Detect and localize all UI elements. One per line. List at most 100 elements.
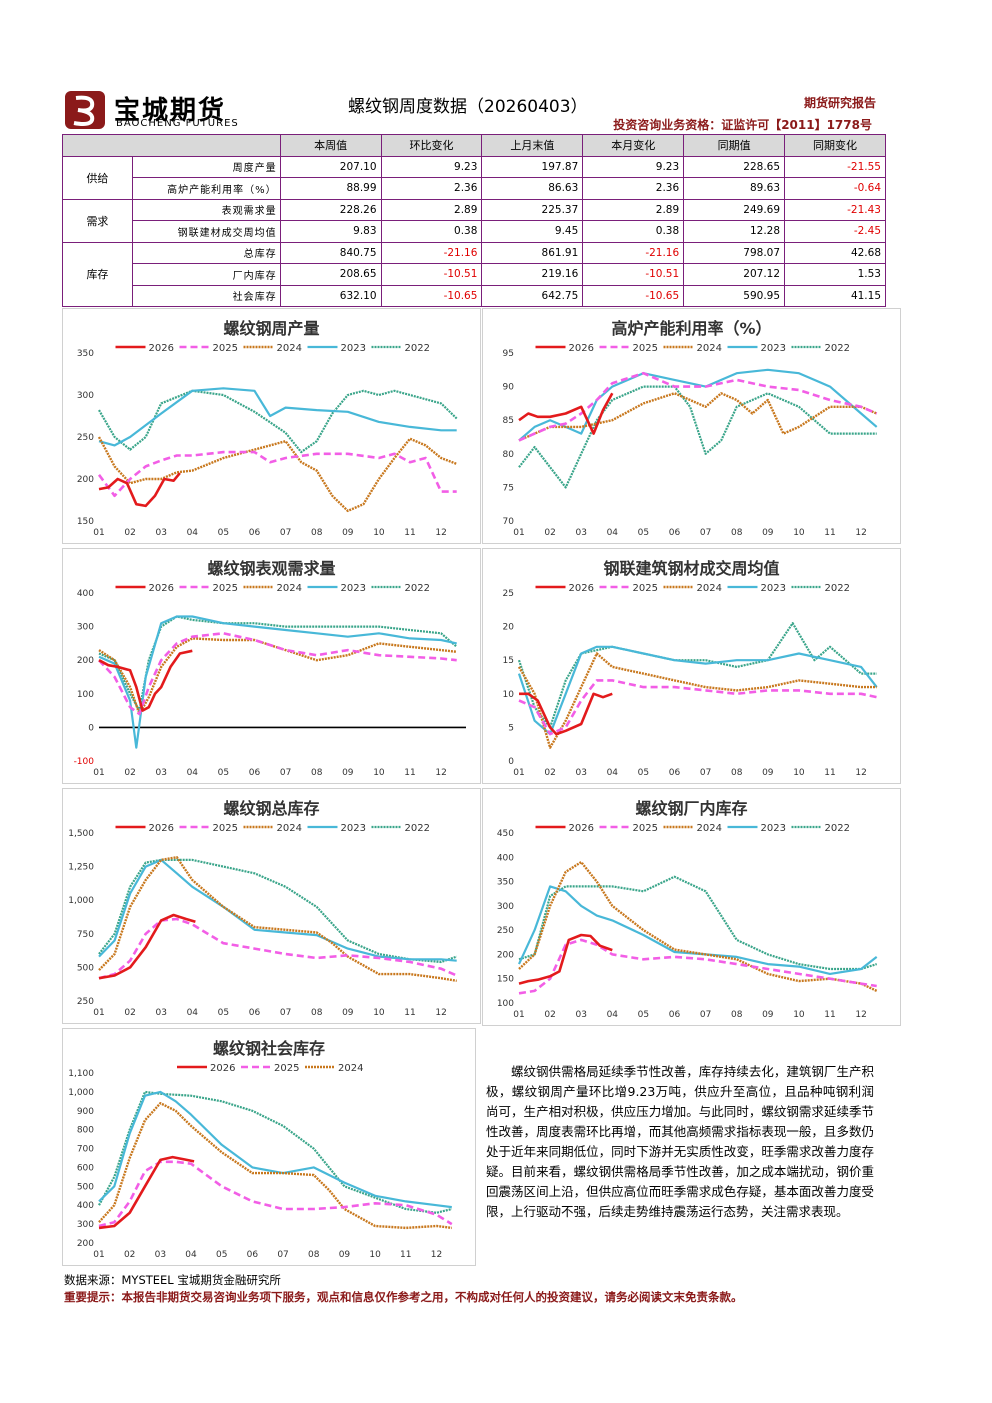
legend-label: 2024	[697, 343, 722, 354]
series-line-2024	[98, 637, 457, 716]
legend-label: 2023	[761, 583, 786, 594]
series-line-2025	[518, 371, 878, 442]
data-source: 数据来源：MYSTEEL 宝城期货金融研究所	[64, 1273, 281, 1287]
series-line-2025	[98, 1160, 453, 1228]
y-tick-label: 75	[503, 483, 514, 493]
x-tick-label: 05	[216, 1250, 227, 1260]
y-tick-label: 10	[503, 690, 515, 700]
chart-title: 螺纹钢总库存	[223, 799, 320, 818]
series-line-2026	[98, 913, 196, 980]
legend-label: 2022	[825, 343, 850, 354]
table-row: 高炉产能利用率（%） 88.99 2.36 86.63 2.36 89.63 -0.64	[63, 177, 886, 200]
value-cell: 590.95	[683, 284, 786, 307]
x-tick-label: 10	[373, 1008, 385, 1018]
x-tick-label: 07	[280, 1008, 291, 1018]
report-title: 螺纹钢周度数据（20260403）	[348, 97, 588, 117]
chart-title: 螺纹钢厂内库存	[635, 799, 748, 818]
column-header: 同期值	[683, 134, 786, 157]
y-tick-label: 1,000	[68, 1088, 94, 1098]
legend-label: 2024	[277, 343, 302, 354]
x-tick-label: 02	[544, 1010, 555, 1020]
y-tick-label: 150	[497, 975, 514, 985]
legend-label: 2025	[633, 583, 658, 594]
x-tick-label: 09	[762, 768, 774, 778]
y-tick-label: 750	[77, 930, 94, 940]
y-tick-label: 20	[503, 623, 515, 633]
x-tick-label: 02	[124, 1008, 135, 1018]
value-cell: -0.64	[784, 177, 886, 200]
column-header: 上月末值	[481, 134, 584, 157]
y-tick-label: 800	[77, 1126, 94, 1136]
legend-label: 2025	[274, 1063, 299, 1074]
series-line-2026	[518, 933, 613, 985]
series-line-2024	[518, 860, 878, 992]
x-tick-label: 02	[124, 528, 135, 538]
x-tick-label: 05	[638, 768, 649, 778]
x-tick-label: 05	[638, 528, 649, 538]
chart-title: 钢联建筑钢材成交周均值	[603, 559, 780, 578]
chart-total-inventory: 螺纹钢总库存 250 500 750 1,000 1,250 1,500 01 02 03 04 0…	[62, 788, 481, 1024]
y-tick-label: 250	[77, 997, 94, 1007]
company-logo: 宝城期货 BAOCHENG FUTURES	[62, 90, 282, 130]
x-tick-label: 04	[187, 528, 199, 538]
series-line-2023	[98, 387, 457, 447]
legend-label: 2025	[633, 823, 658, 834]
y-tick-label: 250	[77, 433, 94, 443]
y-tick-label: 100	[497, 999, 514, 1009]
x-tick-label: 10	[369, 1250, 381, 1260]
x-tick-label: 01	[93, 1250, 104, 1260]
value-cell: 2.89	[380, 198, 483, 221]
x-tick-label: 09	[762, 528, 774, 538]
value-cell: 12.28	[683, 220, 786, 243]
market-commentary: 螺纹钢供需格局延续季节性改善，库存持续去化，建筑钢厂生产积极，螺纹钢周产量环比增…	[486, 1064, 874, 1219]
x-tick-label: 06	[247, 1250, 259, 1260]
indicator-cell: 周度产量	[132, 155, 281, 178]
legend-label: 2023	[341, 343, 366, 354]
series-line-2024	[98, 1102, 452, 1230]
series-line-2022	[518, 385, 877, 489]
series-line-2024	[518, 392, 878, 442]
y-tick-label: 200	[77, 1239, 94, 1249]
category-cell: 需求	[62, 198, 133, 243]
legend-label: 2026	[569, 823, 594, 834]
chart-svg: 100 150 200 250 300 350 400 450 01 02 03 04 05 06 07 08…	[497, 823, 878, 1020]
x-tick-label: 12	[855, 768, 866, 778]
legend-label: 2026	[149, 823, 174, 834]
series-line-2023	[98, 615, 457, 749]
legend-label: 2024	[697, 583, 722, 594]
chart-title: 螺纹钢周产量	[223, 319, 320, 338]
y-tick-label: 500	[77, 963, 94, 973]
license-info: 投资咨询业务资格：证监许可【2011】1778号	[613, 118, 872, 132]
x-tick-label: 03	[575, 528, 586, 538]
y-tick-label: 90	[503, 383, 515, 393]
legend-label: 2026	[149, 343, 174, 354]
table-row: 厂内库存 208.65 -10.51 219.16 -10.51 207.12 1.53	[63, 263, 886, 286]
column-header: 本月变化	[582, 134, 685, 157]
y-tick-label: 900	[77, 1107, 94, 1117]
x-tick-label: 06	[669, 768, 681, 778]
series-line-2024	[98, 856, 457, 982]
x-tick-label: 12	[435, 1008, 446, 1018]
y-tick-label: 95	[503, 349, 514, 359]
indicator-cell: 厂内库存	[132, 263, 281, 286]
value-cell: 208.65	[279, 263, 382, 286]
legend-label: 2026	[569, 343, 594, 354]
legend-label: 2024	[277, 823, 302, 834]
x-tick-label: 07	[280, 528, 291, 538]
value-cell: 249.69	[683, 198, 786, 221]
y-tick-label: 1,500	[68, 829, 94, 839]
series-line-2026	[98, 472, 181, 508]
table-row: 供给 周度产量 207.10 9.23 197.87 9.23 228.65 -21.55	[62, 155, 886, 200]
x-tick-label: 04	[607, 768, 619, 778]
x-tick-label: 08	[311, 768, 323, 778]
legend-label: 2025	[213, 343, 238, 354]
legend-label: 2022	[825, 823, 850, 834]
x-tick-label: 03	[155, 1008, 166, 1018]
value-cell: 42.68	[784, 241, 886, 264]
x-tick-label: 02	[544, 528, 555, 538]
x-tick-label: 09	[342, 528, 354, 538]
y-tick-label: 0	[508, 757, 514, 767]
value-cell: 86.63	[481, 177, 584, 200]
x-tick-label: 04	[187, 768, 199, 778]
